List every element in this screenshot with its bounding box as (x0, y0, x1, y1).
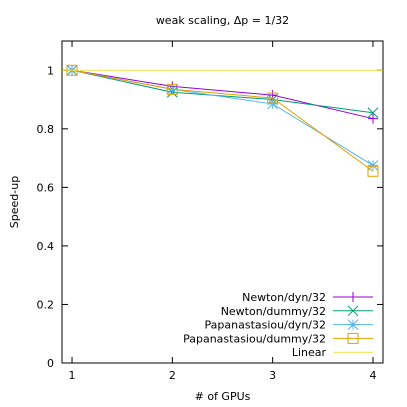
y-axis-ticks: 0 0.2 0.4 0.6 0.8 1 (37, 64, 383, 370)
x-axis-ticks: 1 2 3 4 (69, 41, 376, 382)
legend-item: Newton/dummy/32 (221, 305, 373, 318)
series-line (71, 69, 374, 166)
x-tick-label: 3 (269, 369, 276, 382)
series-1 (66, 64, 379, 119)
legend-item: Papanastasiou/dummy/32 (183, 332, 373, 345)
y-tick-label: 0.2 (37, 298, 55, 311)
legend-swatch-marker (347, 305, 359, 317)
data-point (267, 98, 279, 110)
series-3 (66, 64, 379, 177)
legend-item: Newton/dyn/32 (242, 291, 373, 304)
legend-label: Papanastasiou/dummy/32 (183, 332, 326, 345)
x-tick-label: 4 (369, 369, 376, 382)
legend-swatch-marker (348, 292, 358, 302)
legend-swatch-marker (347, 332, 359, 344)
legend-label: Linear (292, 346, 327, 359)
data-point (166, 83, 178, 95)
plot-area: 0 0.2 0.4 0.6 0.8 1 1 2 3 4 (37, 40, 384, 382)
x-tick-label: 1 (69, 369, 76, 382)
series-0 (67, 65, 378, 124)
legend-item: Linear (292, 346, 373, 359)
series-line (71, 69, 374, 114)
legend-swatch-marker (347, 319, 359, 330)
data-point (367, 113, 378, 124)
legend-label: Newton/dyn/32 (242, 291, 326, 304)
series-2 (66, 64, 379, 171)
y-axis-label: Speed-up (8, 176, 21, 228)
series-line (71, 69, 374, 172)
data-point (267, 92, 279, 104)
series-layer (62, 64, 383, 177)
legend-label: Newton/dummy/32 (221, 305, 326, 318)
plot-frame (61, 40, 384, 364)
data-point (367, 160, 379, 171)
y-tick-label: 0.6 (37, 181, 55, 194)
y-tick-label: 1 (47, 64, 54, 77)
chart-title: weak scaling, Δp = 1/32 (156, 14, 289, 27)
x-tick-label: 2 (169, 369, 176, 382)
y-tick-label: 0.4 (37, 240, 55, 253)
data-point (367, 165, 379, 177)
legend: Newton/dyn/32Newton/dummy/32Papanastasio… (183, 291, 373, 359)
series-line (71, 69, 374, 120)
legend-label: Papanastasiou/dyn/32 (205, 319, 326, 332)
data-point (367, 107, 379, 119)
y-tick-label: 0.8 (37, 123, 55, 136)
legend-item: Papanastasiou/dyn/32 (205, 319, 373, 332)
y-tick-label: 0 (47, 357, 54, 370)
x-axis-label: # of GPUs (195, 390, 251, 403)
